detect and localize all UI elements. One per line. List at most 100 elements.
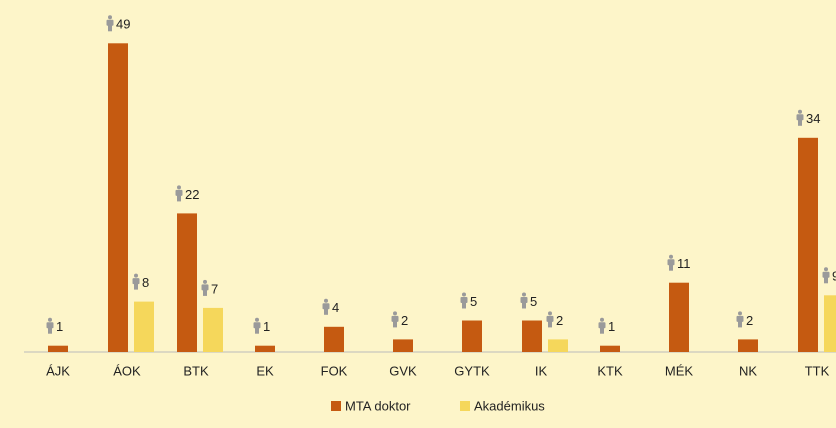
person-icon	[201, 279, 209, 296]
icon-head	[134, 273, 138, 278]
bar	[48, 345, 68, 352]
icon-legs	[548, 321, 552, 328]
icon-body	[175, 189, 183, 196]
icon-body	[201, 284, 209, 291]
icon-body	[106, 19, 114, 26]
value-label: 7	[211, 281, 218, 296]
person-icon	[132, 273, 140, 290]
value-label: 1	[263, 319, 270, 334]
icon-legs	[48, 327, 52, 334]
value-label: 34	[806, 111, 820, 126]
icon-head	[522, 292, 526, 297]
icon-legs	[669, 264, 673, 271]
x-tick-label: MÉK	[665, 363, 694, 378]
x-tick-label: NK	[739, 363, 757, 378]
x-tick-label: ÁJK	[46, 363, 70, 378]
bar	[600, 345, 620, 352]
x-tick-label: IK	[535, 363, 548, 378]
x-tick-label: FOK	[321, 363, 348, 378]
icon-body	[46, 322, 54, 329]
bar	[738, 339, 758, 352]
value-label: 2	[556, 313, 563, 328]
icon-legs	[462, 302, 466, 309]
bar	[824, 295, 836, 352]
person-icon	[460, 292, 468, 309]
bar	[108, 43, 128, 353]
icon-body	[598, 322, 606, 329]
person-icon	[391, 311, 399, 328]
value-label: 2	[746, 313, 753, 328]
legend-label: Akadémikus	[474, 398, 545, 413]
value-label: 9	[832, 269, 836, 284]
value-label: 2	[401, 313, 408, 328]
icon-head	[48, 317, 52, 322]
icon-head	[203, 279, 207, 284]
bar	[798, 137, 818, 352]
person-icon	[520, 292, 528, 309]
icon-body	[822, 271, 830, 278]
bar	[669, 282, 689, 352]
bar	[203, 307, 223, 352]
icon-legs	[600, 327, 604, 334]
value-label: 5	[530, 294, 537, 309]
value-label: 1	[56, 319, 63, 334]
icon-head	[177, 185, 181, 190]
person-icon	[546, 311, 554, 328]
legend-swatch	[460, 401, 470, 411]
icon-legs	[824, 277, 828, 284]
bar	[324, 326, 344, 352]
icon-legs	[798, 119, 802, 126]
x-tick-label: BTK	[183, 363, 209, 378]
icon-body	[546, 315, 554, 322]
bar	[134, 301, 154, 352]
legend-swatch	[331, 401, 341, 411]
x-tick-label: EK	[256, 363, 274, 378]
value-label: 4	[332, 300, 339, 315]
person-icon	[175, 185, 183, 202]
icon-legs	[393, 321, 397, 328]
icon-legs	[738, 321, 742, 328]
person-icon	[46, 317, 54, 334]
value-label: 8	[142, 275, 149, 290]
icon-head	[462, 292, 466, 297]
bar	[522, 320, 542, 352]
person-icon	[322, 298, 330, 315]
x-tick-label: TTK	[805, 363, 830, 378]
icon-legs	[522, 302, 526, 309]
person-icon	[822, 267, 830, 284]
value-label: 1	[608, 319, 615, 334]
icon-body	[322, 303, 330, 310]
icon-legs	[177, 195, 181, 202]
icon-legs	[255, 327, 259, 334]
x-tick-label: GVK	[389, 363, 417, 378]
icon-body	[796, 114, 804, 121]
icon-legs	[203, 289, 207, 296]
person-icon	[253, 317, 261, 334]
icon-head	[738, 311, 742, 316]
person-icon	[106, 15, 114, 32]
value-label: 11	[677, 256, 691, 271]
icon-head	[393, 311, 397, 316]
icon-body	[736, 315, 744, 322]
icon-body	[253, 322, 261, 329]
bar	[177, 213, 197, 352]
x-tick-label: KTK	[597, 363, 623, 378]
icon-head	[108, 15, 112, 20]
bar	[393, 339, 413, 352]
icon-head	[548, 311, 552, 316]
value-label: 22	[185, 187, 199, 202]
icon-body	[667, 259, 675, 266]
bar	[462, 320, 482, 352]
icon-body	[391, 315, 399, 322]
icon-legs	[108, 25, 112, 32]
icon-body	[520, 297, 528, 303]
icon-head	[600, 317, 604, 322]
icon-head	[798, 109, 802, 114]
icon-legs	[134, 283, 138, 290]
person-icon	[667, 254, 675, 271]
person-icon	[736, 311, 744, 328]
icon-body	[460, 297, 468, 303]
x-tick-label: GYTK	[454, 363, 490, 378]
legend-label: MTA doktor	[345, 398, 411, 413]
